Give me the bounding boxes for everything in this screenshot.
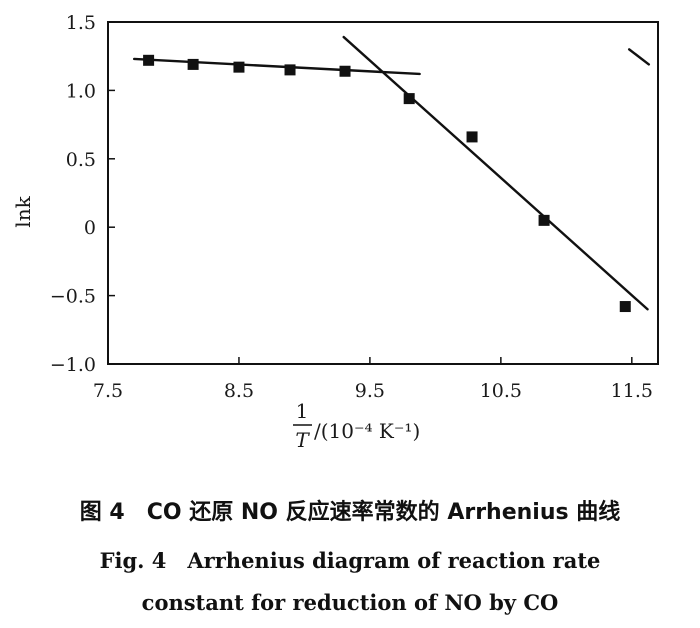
data-point-marker [339,65,351,77]
y-axis-label: lnk [11,195,35,227]
fit-line [132,57,421,76]
y-axis-ticks: 1.5 1.0 0.5 0 −0.5 −1.0 [50,12,115,376]
data-points [143,54,631,313]
data-point-marker [143,54,155,66]
y-tick-label: 0 [84,217,96,239]
x-tick-label: 10.5 [480,380,522,402]
x-tick-label: 11.5 [611,380,653,402]
data-point-marker [187,58,199,70]
arrhenius-chart: 7.5 8.5 9.5 10.5 11.5 1.5 1.0 0.5 0 −0.5 −1.0 lnk… [11,12,659,452]
figure-caption-english-line2: constant for reduction of NO by CO [141,590,559,615]
x-label-units: /(10⁻⁴ K⁻¹) [314,419,420,443]
x-label-numerator: 1 [296,399,309,423]
y-tick-label: 0.5 [66,149,96,171]
data-point-marker [284,64,296,76]
y-tick-label: −0.5 [50,286,96,308]
fit-lines [132,35,651,311]
figure-caption-english-line1: Fig. 4 Arrhenius diagram of reaction rat… [99,548,601,573]
figure-caption-chinese: 图 4 CO 还原 NO 反应速率常数的 Arrhenius 曲线 [79,500,621,525]
x-label-denominator: T [295,428,310,452]
x-tick-label: 8.5 [224,380,254,402]
data-point-marker [233,61,245,73]
y-tick-label: 1.0 [66,80,96,102]
x-axis-label: 1 T /(10⁻⁴ K⁻¹) [293,399,420,452]
data-point-marker [466,131,478,143]
y-tick-label: 1.5 [66,12,96,34]
data-point-marker [619,301,631,313]
data-point-marker [538,214,550,226]
x-tick-label: 7.5 [93,380,123,402]
x-tick-label: 9.5 [355,380,385,402]
x-axis-ticks: 7.5 8.5 9.5 10.5 11.5 [93,357,653,402]
y-tick-label: −1.0 [50,354,96,376]
fit-line [342,35,649,311]
fit-line [627,48,651,66]
plot-frame [107,21,659,365]
data-point-marker [403,93,415,105]
